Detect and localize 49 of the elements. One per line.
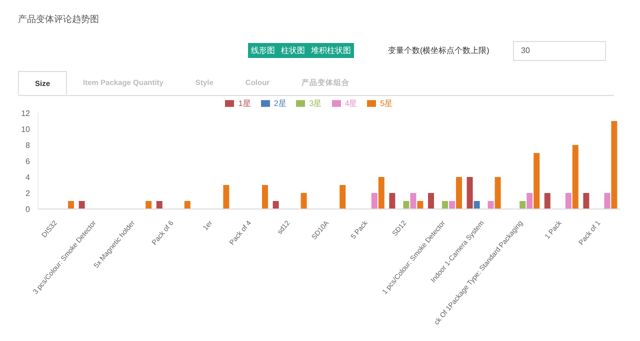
bar — [544, 193, 550, 209]
bar — [68, 201, 74, 209]
bar — [526, 193, 533, 209]
bar — [184, 201, 190, 209]
bar — [466, 177, 473, 209]
bar — [146, 201, 152, 209]
chart-type-buttons: 线形图 柱状图 堆积柱状图 — [248, 43, 354, 58]
bar — [410, 193, 416, 209]
bar — [272, 201, 279, 209]
bar — [300, 193, 307, 209]
chart-title: 产品变体评论趋势图 — [18, 13, 99, 26]
bar — [565, 193, 572, 209]
bar — [449, 201, 455, 209]
bar — [442, 201, 448, 209]
y-tick-label: 4 — [26, 172, 31, 182]
legend-label: 2星 — [274, 99, 286, 108]
bar — [417, 201, 424, 209]
bar — [604, 193, 610, 209]
bar — [78, 201, 85, 209]
bar — [378, 177, 384, 209]
bar — [389, 193, 396, 209]
y-tick-label: 6 — [26, 156, 31, 166]
bar — [583, 193, 590, 209]
legend-label: 1星 — [238, 99, 251, 108]
y-tick-label: 10 — [21, 124, 31, 134]
bar — [520, 201, 526, 209]
bar — [340, 185, 346, 209]
bar — [456, 177, 462, 209]
y-tick-label: 2 — [26, 188, 31, 198]
number-input: 30 — [513, 41, 606, 61]
text: 变量个数(横坐标点个数上限) — [388, 45, 490, 56]
y-tick-label: 12 — [21, 108, 31, 118]
bar — [403, 201, 410, 209]
bar — [371, 193, 378, 209]
bar — [156, 201, 162, 209]
y-tick-label: 0 — [26, 204, 31, 214]
bar — [428, 193, 434, 209]
bar — [494, 177, 501, 209]
bar — [488, 201, 494, 209]
bar — [474, 201, 480, 209]
legend-label: 3星 — [309, 99, 322, 108]
bar — [611, 121, 618, 209]
bar — [572, 145, 578, 209]
bar — [223, 185, 230, 209]
legend-label: 5星 — [380, 99, 393, 108]
bar — [534, 153, 540, 209]
legend-label: 4星 — [344, 99, 358, 108]
y-tick-label: 8 — [26, 140, 31, 150]
bar — [262, 185, 268, 209]
